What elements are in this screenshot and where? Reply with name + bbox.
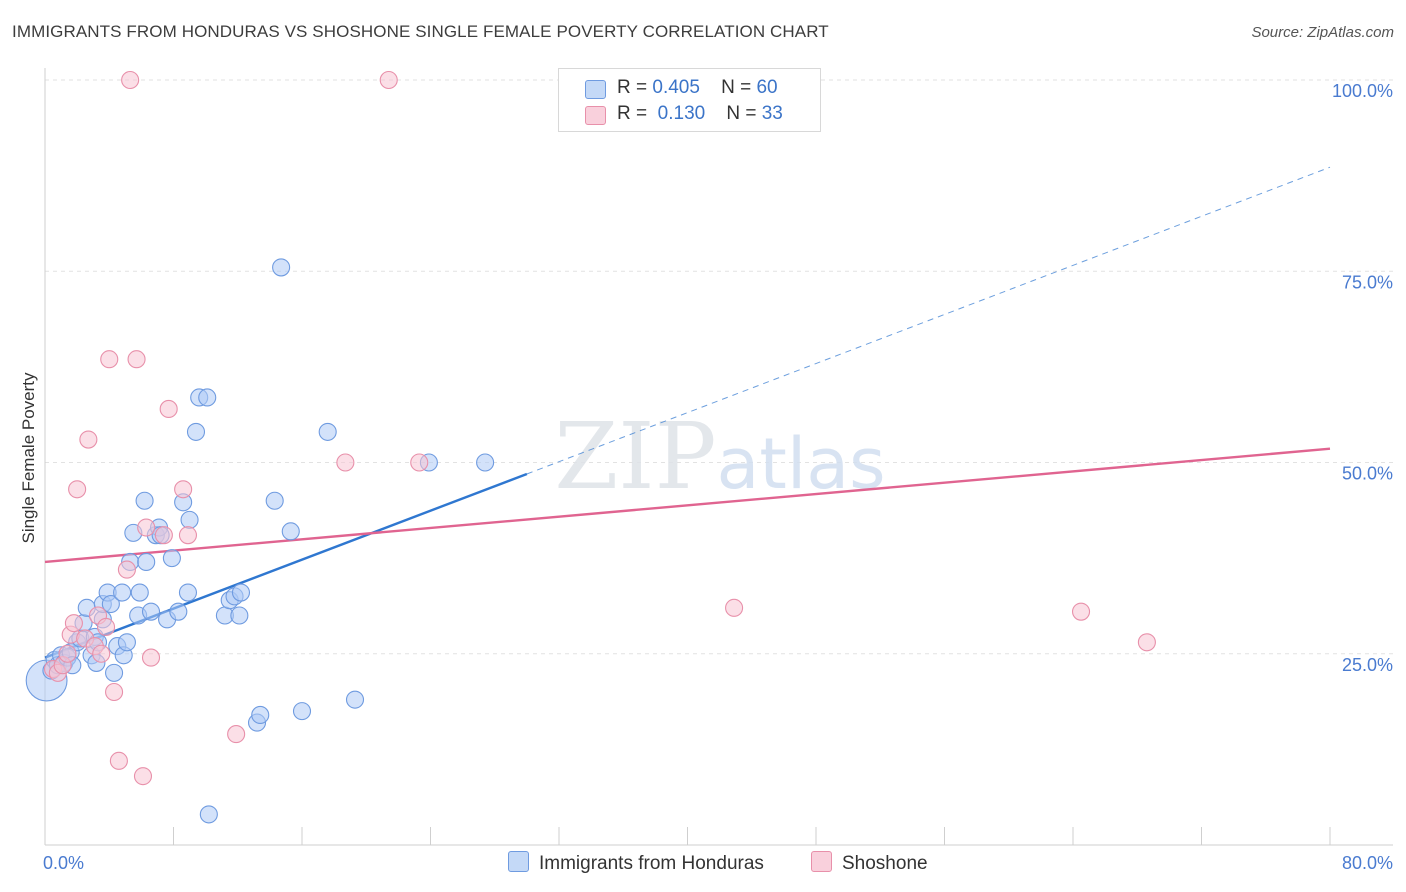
honduras-point [272, 258, 291, 277]
shoshone-point [227, 725, 246, 744]
y-tick-label: 75.0% [1342, 272, 1393, 292]
shoshone-point [410, 453, 429, 472]
shoshone-point [159, 399, 178, 419]
shoshone-point [133, 767, 153, 786]
honduras-point [141, 602, 161, 621]
honduras-point [265, 491, 284, 510]
bottom-legend-shoshone-label: Shoshone [842, 853, 928, 874]
chart-title: IMMIGRANTS FROM HONDURAS VS SHOSHONE SIN… [12, 22, 829, 41]
honduras-point [186, 422, 206, 441]
legend-r-label: R = [617, 103, 648, 124]
honduras-swatch [508, 851, 529, 872]
honduras-point [113, 583, 132, 602]
legend-r-label: R = [617, 77, 648, 98]
shoshone-point [79, 430, 98, 449]
honduras-point [162, 549, 181, 568]
honduras-point [292, 702, 312, 721]
bottom-legend-honduras: Immigrants from Honduras [508, 851, 764, 875]
honduras-point [345, 690, 365, 709]
shoshone-point [178, 526, 198, 545]
honduras-point [117, 633, 136, 652]
shoshone-point [92, 644, 111, 663]
legend-n-value: 33 [761, 103, 783, 124]
shoshone-trendline [44, 447, 1331, 564]
shoshone-point [121, 70, 140, 90]
shoshone-point [336, 453, 355, 472]
shoshone-point [117, 560, 136, 579]
trend-layer [44, 166, 1331, 659]
honduras-point [318, 422, 337, 441]
honduras-point [169, 602, 188, 621]
shoshone-point [174, 480, 193, 499]
shoshone-point [137, 518, 156, 537]
shoshone-point [64, 614, 83, 633]
shoshone-point [1071, 602, 1091, 621]
legend-n-label: N = [726, 103, 757, 124]
axis-layer [44, 68, 1393, 846]
label-layer: 25.0% 50.0% 75.0% 100.0% 0.0% 80.0% Single Fem… [19, 81, 1393, 873]
honduras-point [231, 583, 251, 602]
legend-n-value: 60 [756, 77, 778, 98]
honduras-point [199, 805, 218, 824]
y-tick-label: 25.0% [1342, 655, 1393, 675]
shoshone-point [141, 648, 161, 667]
honduras-point [281, 522, 300, 541]
shoshone-point [96, 617, 116, 637]
honduras-point [130, 583, 149, 602]
y-tick-label: 50.0% [1342, 464, 1393, 484]
honduras-point [251, 705, 270, 725]
shoshone-point [1137, 633, 1156, 652]
y-axis-label: Single Female Poverty [19, 372, 38, 544]
shoshone-point [379, 70, 398, 90]
legend-n-label: N = [721, 77, 752, 98]
bottom-legend-honduras-label: Immigrants from Honduras [539, 853, 764, 874]
honduras-point [476, 453, 495, 472]
shoshone-point [109, 751, 128, 770]
shoshone-point [58, 644, 77, 663]
y-tick-label: 100.0% [1332, 81, 1393, 101]
shoshone-point [127, 350, 146, 369]
chart-source: Source: ZipAtlas.com [1251, 24, 1394, 41]
legend-r-value: 0.130 [657, 103, 706, 124]
honduras-point [137, 552, 156, 572]
watermark-atlas: atlas [717, 423, 886, 505]
points-layer [25, 70, 1156, 824]
shoshone-point [154, 526, 173, 545]
honduras-point [178, 583, 198, 602]
honduras-point [230, 606, 249, 625]
honduras-point [105, 663, 124, 682]
grid-layer [45, 79, 1393, 655]
honduras-point [135, 491, 154, 510]
x-tick-label: 80.0% [1342, 853, 1393, 873]
shoshone-point [105, 682, 124, 702]
shoshone-point [725, 598, 744, 617]
bottom-legend-shoshone: Shoshone [811, 851, 928, 875]
watermark-zip: ZIP [554, 403, 716, 510]
shoshone-swatch [585, 106, 606, 125]
shoshone-point [68, 480, 87, 499]
honduras-trendline [44, 472, 528, 659]
x-tick-label: 0.0% [43, 853, 84, 873]
honduras-point [101, 594, 120, 614]
watermark: ZIPatlas [554, 403, 885, 510]
shoshone-point [100, 350, 119, 369]
legend-r-value: 0.405 [652, 77, 700, 98]
honduras-point [180, 510, 199, 529]
honduras-swatch [585, 80, 606, 99]
honduras-point [198, 388, 217, 407]
shoshone-swatch [811, 851, 832, 872]
correlation-legend: R = 0.405 N = 60 R = 0.130 N = 33 [558, 68, 821, 132]
honduras-trendline-extension [526, 166, 1331, 475]
